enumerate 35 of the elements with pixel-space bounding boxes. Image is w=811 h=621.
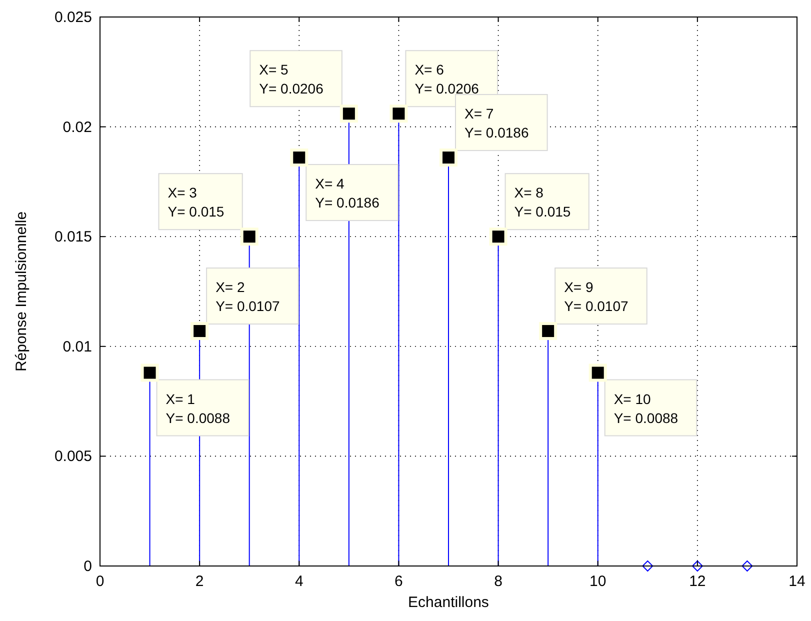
- x-tick-label: 4: [294, 573, 304, 590]
- datatip: X= 9 Y= 0.0107: [539, 268, 648, 340]
- y-tick-label: 0.015: [54, 228, 92, 246]
- annotation: X= 2 Y= 0.0107: [216, 279, 280, 314]
- annotation: X= 9 Y= 0.0107: [564, 279, 629, 314]
- datatip: X= 4 Y= 0.0186: [290, 148, 398, 222]
- annotation: X= 10 Y= 0.0088: [614, 390, 678, 426]
- annotation: X= 1 Y= 0.0088: [166, 390, 230, 426]
- x-tick-label: 2: [195, 573, 204, 590]
- x-tick-label: 0: [96, 573, 104, 590]
- datatip: X= 10 Y= 0.0088: [588, 364, 698, 436]
- y-tick-label: 0.02: [62, 118, 92, 136]
- annotation: X= 3 Y= 0.015: [168, 184, 224, 220]
- x-tick-label: 8: [494, 573, 502, 590]
- datatip: X= 3 Y= 0.015: [158, 173, 258, 246]
- annotation: X= 7 Y= 0.0186: [464, 106, 529, 141]
- y-tick-label: 0.01: [62, 338, 92, 356]
- datatip: X= 8 Y= 0.015: [489, 173, 590, 246]
- annotation: X= 6 Y= 0.0206: [414, 62, 480, 97]
- x-tick-label: 12: [689, 573, 706, 590]
- datatip: X= 7 Y= 0.0186: [440, 94, 548, 167]
- datatip: X= 2 Y= 0.0107: [190, 268, 299, 340]
- x-axis-title: Echantillons: [408, 594, 489, 611]
- datatip: X= 1 Y= 0.0088: [140, 364, 250, 436]
- annotation: X= 4 Y= 0.0186: [315, 176, 380, 211]
- y-tick-label: 0.025: [54, 9, 92, 26]
- y-tick-label: 0.005: [54, 448, 92, 466]
- annotation: X= 5 Y= 0.0206: [259, 62, 324, 97]
- datatip: X= 5 Y= 0.0206: [250, 50, 358, 123]
- x-tick-label: 14: [788, 573, 806, 590]
- y-tick-label: 0: [84, 558, 92, 575]
- x-tick-label: 6: [394, 573, 403, 590]
- annotation: X= 8 Y= 0.015: [514, 184, 571, 220]
- x-tick-label: 10: [590, 573, 606, 590]
- y-axis-title: Réponse Impulsionnelle: [13, 211, 30, 372]
